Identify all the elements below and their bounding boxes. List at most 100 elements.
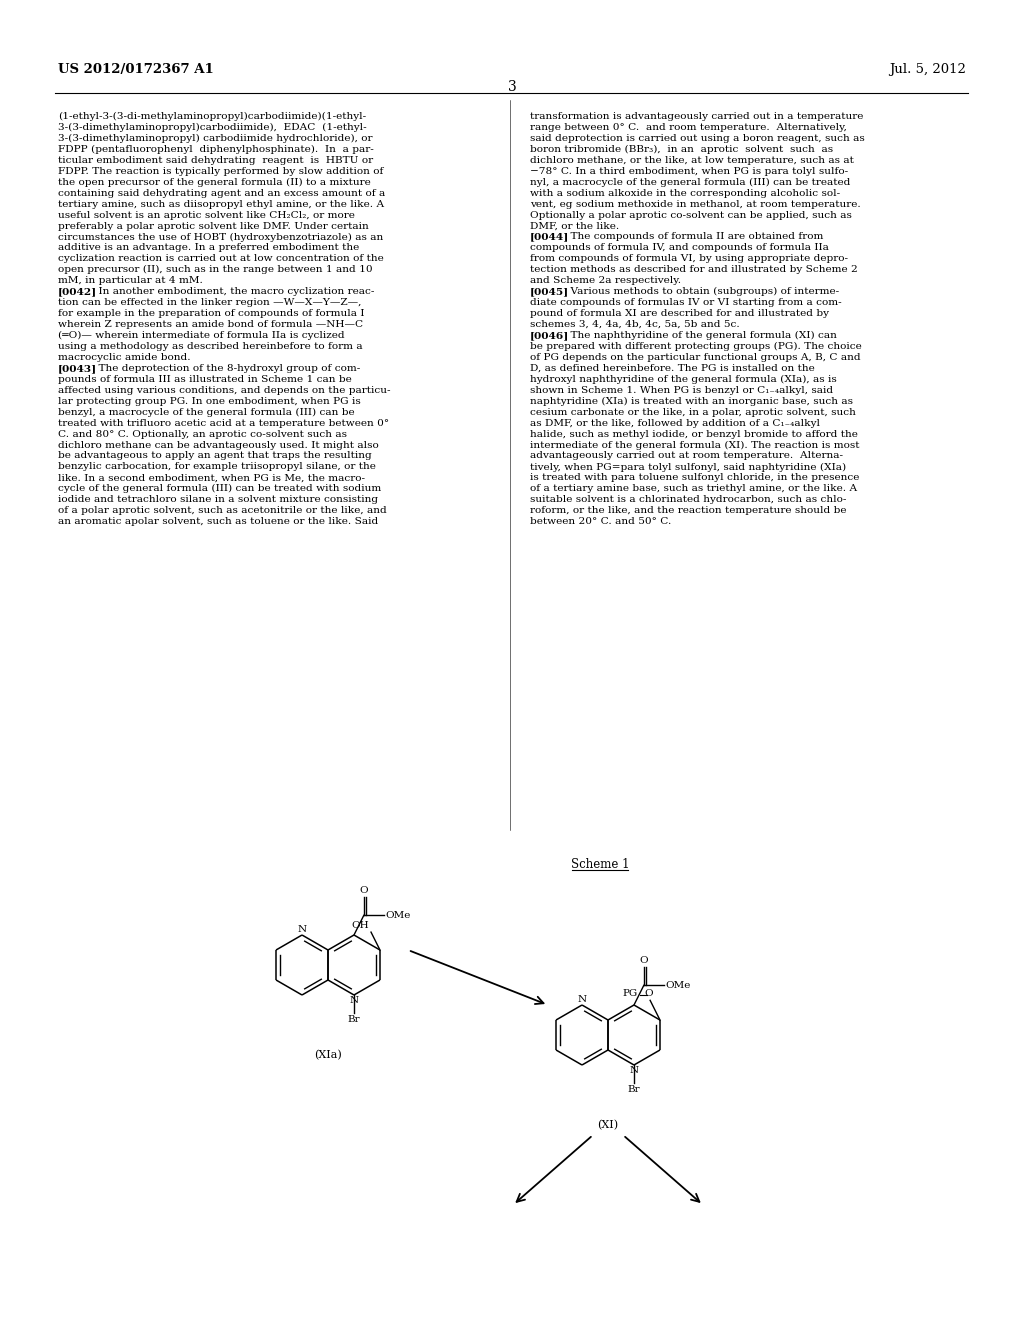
Text: [0042]: [0042] [58, 288, 97, 296]
Text: from compounds of formula VI, by using appropriate depro-: from compounds of formula VI, by using a… [530, 255, 848, 264]
Text: N: N [578, 995, 587, 1005]
Text: O: O [359, 886, 369, 895]
Text: pound of formula XI are described for and illustrated by: pound of formula XI are described for an… [530, 309, 829, 318]
Text: Optionally a polar aprotic co-solvent can be applied, such as: Optionally a polar aprotic co-solvent ca… [530, 211, 852, 219]
Text: boron tribromide (BBr₃),  in an  aprotic  solvent  such  as: boron tribromide (BBr₃), in an aprotic s… [530, 145, 834, 154]
Text: 3-(3-dimethylaminopropyl)carbodiimide),  EDAC  (1-ethyl-: 3-(3-dimethylaminopropyl)carbodiimide), … [58, 123, 367, 132]
Text: In another embodiment, the macro cyclization reac-: In another embodiment, the macro cycliza… [85, 288, 375, 296]
Text: N: N [630, 1067, 639, 1074]
Text: nyl, a macrocycle of the general formula (III) can be treated: nyl, a macrocycle of the general formula… [530, 178, 850, 187]
Text: O: O [640, 956, 648, 965]
Text: preferably a polar aprotic solvent like DMF. Under certain: preferably a polar aprotic solvent like … [58, 222, 369, 231]
Text: OMe: OMe [386, 911, 412, 920]
Text: [0043]: [0043] [58, 364, 97, 372]
Text: Scheme 1: Scheme 1 [570, 858, 630, 871]
Text: is treated with para toluene sulfonyl chloride, in the presence: is treated with para toluene sulfonyl ch… [530, 474, 859, 482]
Text: tively, when PG=para tolyl sulfonyl, said naphtyridine (XIa): tively, when PG=para tolyl sulfonyl, sai… [530, 462, 846, 471]
Text: treated with trifluoro acetic acid at a temperature between 0°: treated with trifluoro acetic acid at a … [58, 418, 389, 428]
Text: OH: OH [351, 921, 369, 931]
Text: N: N [297, 925, 306, 935]
Text: useful solvent is an aprotic solvent like CH₂Cl₂, or more: useful solvent is an aprotic solvent lik… [58, 211, 355, 219]
Text: as DMF, or the like, followed by addition of a C₁₋₄alkyl: as DMF, or the like, followed by additio… [530, 418, 820, 428]
Text: of PG depends on the particular functional groups A, B, C and: of PG depends on the particular function… [530, 352, 860, 362]
Text: like. In a second embodiment, when PG is Me, the macro-: like. In a second embodiment, when PG is… [58, 474, 365, 482]
Text: affected using various conditions, and depends on the particu-: affected using various conditions, and d… [58, 385, 390, 395]
Text: ticular embodiment said dehydrating  reagent  is  HBTU or: ticular embodiment said dehydrating reag… [58, 156, 373, 165]
Text: Various methods to obtain (subgroups) of interme-: Various methods to obtain (subgroups) of… [557, 288, 840, 296]
Text: and Scheme 2a respectively.: and Scheme 2a respectively. [530, 276, 681, 285]
Text: macrocyclic amide bond.: macrocyclic amide bond. [58, 352, 190, 362]
Text: (XI): (XI) [597, 1119, 618, 1130]
Text: C. and 80° C. Optionally, an aprotic co-solvent such as: C. and 80° C. Optionally, an aprotic co-… [58, 429, 347, 438]
Text: advantageously carried out at room temperature.  Alterna-: advantageously carried out at room tempe… [530, 451, 843, 461]
Text: using a methodology as described hereinbefore to form a: using a methodology as described hereinb… [58, 342, 362, 351]
Text: benzylic carbocation, for example triisopropyl silane, or the: benzylic carbocation, for example triiso… [58, 462, 376, 471]
Text: halide, such as methyl iodide, or benzyl bromide to afford the: halide, such as methyl iodide, or benzyl… [530, 429, 858, 438]
Text: transformation is advantageously carried out in a temperature: transformation is advantageously carried… [530, 112, 863, 121]
Text: additive is an advantage. In a preferred embodiment the: additive is an advantage. In a preferred… [58, 243, 359, 252]
Text: D, as defined hereinbefore. The PG is installed on the: D, as defined hereinbefore. The PG is in… [530, 364, 815, 372]
Text: 3-(3-dimethylaminopropyl) carbodiimide hydrochloride), or: 3-(3-dimethylaminopropyl) carbodiimide h… [58, 133, 373, 143]
Text: O: O [645, 989, 653, 998]
Text: iodide and tetrachloro silane in a solvent mixture consisting: iodide and tetrachloro silane in a solve… [58, 495, 378, 504]
Text: for example in the preparation of compounds of formula I: for example in the preparation of compou… [58, 309, 365, 318]
Text: The naphthyridine of the general formula (XI) can: The naphthyridine of the general formula… [557, 331, 837, 341]
Text: Br: Br [628, 1085, 640, 1094]
Text: naphtyridine (XIa) is treated with an inorganic base, such as: naphtyridine (XIa) is treated with an in… [530, 397, 853, 405]
Text: tertiary amine, such as diisopropyl ethyl amine, or the like. A: tertiary amine, such as diisopropyl ethy… [58, 199, 384, 209]
Text: of a polar aprotic solvent, such as acetonitrile or the like, and: of a polar aprotic solvent, such as acet… [58, 506, 387, 515]
Text: [0045]: [0045] [530, 288, 569, 296]
Text: −78° C. In a third embodiment, when PG is para tolyl sulfo-: −78° C. In a third embodiment, when PG i… [530, 166, 848, 176]
Text: PG: PG [623, 989, 638, 998]
Text: The compounds of formula II are obtained from: The compounds of formula II are obtained… [557, 232, 823, 242]
Text: with a sodium alkoxide in the corresponding alcoholic sol-: with a sodium alkoxide in the correspond… [530, 189, 840, 198]
Text: be advantageous to apply an agent that traps the resulting: be advantageous to apply an agent that t… [58, 451, 372, 461]
Text: tion can be effected in the linker region —W—X—Y—Z—,: tion can be effected in the linker regio… [58, 298, 361, 308]
Text: mM, in particular at 4 mM.: mM, in particular at 4 mM. [58, 276, 203, 285]
Text: cyclization reaction is carried out at low concentration of the: cyclization reaction is carried out at l… [58, 255, 384, 264]
Text: (═O)— wherein intermediate of formula IIa is cyclized: (═O)— wherein intermediate of formula II… [58, 331, 345, 341]
Text: benzyl, a macrocycle of the general formula (III) can be: benzyl, a macrocycle of the general form… [58, 408, 354, 417]
Text: The deprotection of the 8-hydroxyl group of com-: The deprotection of the 8-hydroxyl group… [85, 364, 360, 372]
Text: vent, eg sodium methoxide in methanol, at room temperature.: vent, eg sodium methoxide in methanol, a… [530, 199, 861, 209]
Text: dichloro methane can be advantageously used. It might also: dichloro methane can be advantageously u… [58, 441, 379, 450]
Text: intermediate of the general formula (XI). The reaction is most: intermediate of the general formula (XI)… [530, 441, 859, 450]
Text: (1-ethyl-3-(3-di-methylaminopropyl)carbodiimide)(1-ethyl-: (1-ethyl-3-(3-di-methylaminopropyl)carbo… [58, 112, 367, 121]
Text: Br: Br [348, 1015, 360, 1024]
Text: 3: 3 [508, 81, 516, 94]
Text: lar protecting group PG. In one embodiment, when PG is: lar protecting group PG. In one embodime… [58, 397, 360, 405]
Text: between 20° C. and 50° C.: between 20° C. and 50° C. [530, 517, 672, 527]
Text: the open precursor of the general formula (II) to a mixture: the open precursor of the general formul… [58, 178, 371, 187]
Text: an aromatic apolar solvent, such as toluene or the like. Said: an aromatic apolar solvent, such as tolu… [58, 517, 378, 527]
Text: pounds of formula III as illustrated in Scheme 1 can be: pounds of formula III as illustrated in … [58, 375, 352, 384]
Text: cycle of the general formula (III) can be treated with sodium: cycle of the general formula (III) can b… [58, 484, 381, 494]
Text: tection methods as described for and illustrated by Scheme 2: tection methods as described for and ill… [530, 265, 858, 275]
Text: DMF, or the like.: DMF, or the like. [530, 222, 620, 231]
Text: dichloro methane, or the like, at low temperature, such as at: dichloro methane, or the like, at low te… [530, 156, 854, 165]
Text: OMe: OMe [666, 981, 691, 990]
Text: [0046]: [0046] [530, 331, 569, 341]
Text: range between 0° C.  and room temperature.  Alternatively,: range between 0° C. and room temperature… [530, 123, 847, 132]
Text: containing said dehydrating agent and an excess amount of a: containing said dehydrating agent and an… [58, 189, 385, 198]
Text: diate compounds of formulas IV or VI starting from a com-: diate compounds of formulas IV or VI sta… [530, 298, 842, 308]
Text: be prepared with different protecting groups (PG). The choice: be prepared with different protecting gr… [530, 342, 862, 351]
Text: circumstances the use of HOBT (hydroxybenzotriazole) as an: circumstances the use of HOBT (hydroxybe… [58, 232, 383, 242]
Text: FDPP. The reaction is typically performed by slow addition of: FDPP. The reaction is typically performe… [58, 166, 383, 176]
Text: said deprotection is carried out using a boron reagent, such as: said deprotection is carried out using a… [530, 133, 864, 143]
Text: compounds of formula IV, and compounds of formula IIa: compounds of formula IV, and compounds o… [530, 243, 828, 252]
Text: wherein Z represents an amide bond of formula —NH—C: wherein Z represents an amide bond of fo… [58, 319, 364, 329]
Text: suitable solvent is a chlorinated hydrocarbon, such as chlo-: suitable solvent is a chlorinated hydroc… [530, 495, 847, 504]
Text: schemes 3, 4, 4a, 4b, 4c, 5a, 5b and 5c.: schemes 3, 4, 4a, 4b, 4c, 5a, 5b and 5c. [530, 319, 739, 329]
Text: open precursor (II), such as in the range between 1 and 10: open precursor (II), such as in the rang… [58, 265, 373, 275]
Text: [0044]: [0044] [530, 232, 569, 242]
Text: cesium carbonate or the like, in a polar, aprotic solvent, such: cesium carbonate or the like, in a polar… [530, 408, 856, 417]
Text: shown in Scheme 1. When PG is benzyl or C₁₋₄alkyl, said: shown in Scheme 1. When PG is benzyl or … [530, 385, 834, 395]
Text: (XIa): (XIa) [314, 1049, 342, 1060]
Text: N: N [349, 997, 358, 1005]
Text: roform, or the like, and the reaction temperature should be: roform, or the like, and the reaction te… [530, 506, 847, 515]
Text: of a tertiary amine base, such as triethyl amine, or the like. A: of a tertiary amine base, such as trieth… [530, 484, 857, 494]
Text: FDPP (pentafluorophenyl  diphenylphosphinate).  In  a par-: FDPP (pentafluorophenyl diphenylphosphin… [58, 145, 374, 154]
Text: Jul. 5, 2012: Jul. 5, 2012 [889, 63, 966, 77]
Text: US 2012/0172367 A1: US 2012/0172367 A1 [58, 63, 214, 77]
Text: hydroxyl naphthyridine of the general formula (XIa), as is: hydroxyl naphthyridine of the general fo… [530, 375, 837, 384]
